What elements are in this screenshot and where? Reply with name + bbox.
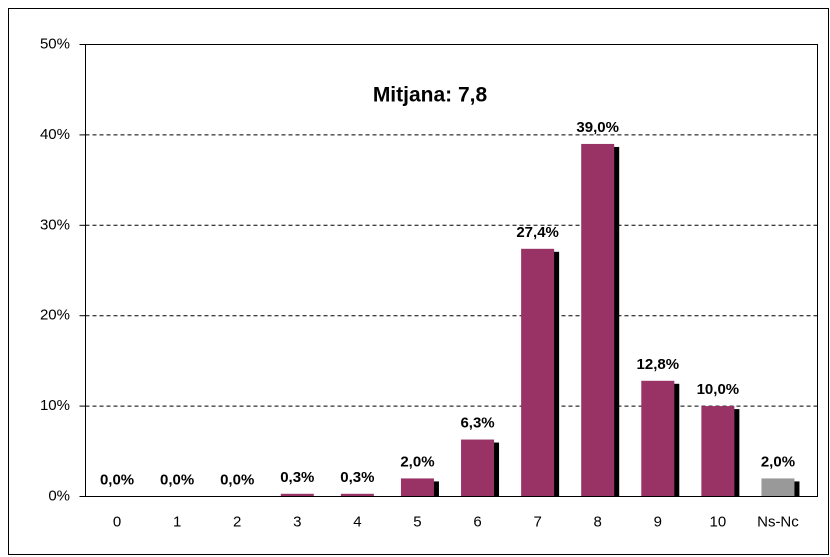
data-label: 0,0% xyxy=(220,471,254,488)
data-label: 0,0% xyxy=(100,471,134,488)
y-tick-label: 40% xyxy=(40,126,70,143)
bar xyxy=(641,380,675,497)
x-tick-label: 8 xyxy=(594,513,602,530)
data-label: 10,0% xyxy=(697,381,740,398)
data-label: 12,8% xyxy=(637,356,680,373)
x-tick-label: 10 xyxy=(710,513,727,530)
data-label: 0,0% xyxy=(160,471,194,488)
bar xyxy=(701,406,735,497)
data-label: 2,0% xyxy=(400,453,434,470)
y-tick-label: 20% xyxy=(40,307,70,324)
y-tick-label: 30% xyxy=(40,216,70,233)
x-tick-label: Ns-Nc xyxy=(757,513,799,530)
bar xyxy=(461,439,495,497)
plot-area xyxy=(85,44,818,497)
x-tick-label: 0 xyxy=(113,513,121,530)
data-label: 39,0% xyxy=(576,119,619,136)
x-tick-label: 5 xyxy=(413,513,421,530)
bar xyxy=(340,493,374,497)
data-label: 0,3% xyxy=(340,469,374,486)
bar xyxy=(581,143,615,497)
y-tick-label: 50% xyxy=(40,35,70,52)
y-tick-label: 0% xyxy=(48,487,70,504)
x-tick-label: 1 xyxy=(173,513,181,530)
y-tick-label: 10% xyxy=(40,397,70,414)
x-tick-label: 6 xyxy=(473,513,481,530)
bar xyxy=(521,248,555,497)
x-tick-label: 7 xyxy=(533,513,541,530)
x-tick-label: 2 xyxy=(233,513,241,530)
data-label: 2,0% xyxy=(761,453,795,470)
data-label: 27,4% xyxy=(516,224,559,241)
data-label: 0,3% xyxy=(280,469,314,486)
x-tick-label: 9 xyxy=(654,513,662,530)
bar xyxy=(761,478,795,497)
bar xyxy=(400,478,434,497)
x-tick-label: 3 xyxy=(293,513,301,530)
bar xyxy=(280,493,314,497)
chart-title: Mitjana: 7,8 xyxy=(373,84,488,107)
x-tick-label: 4 xyxy=(353,513,361,530)
data-label: 6,3% xyxy=(460,415,494,432)
